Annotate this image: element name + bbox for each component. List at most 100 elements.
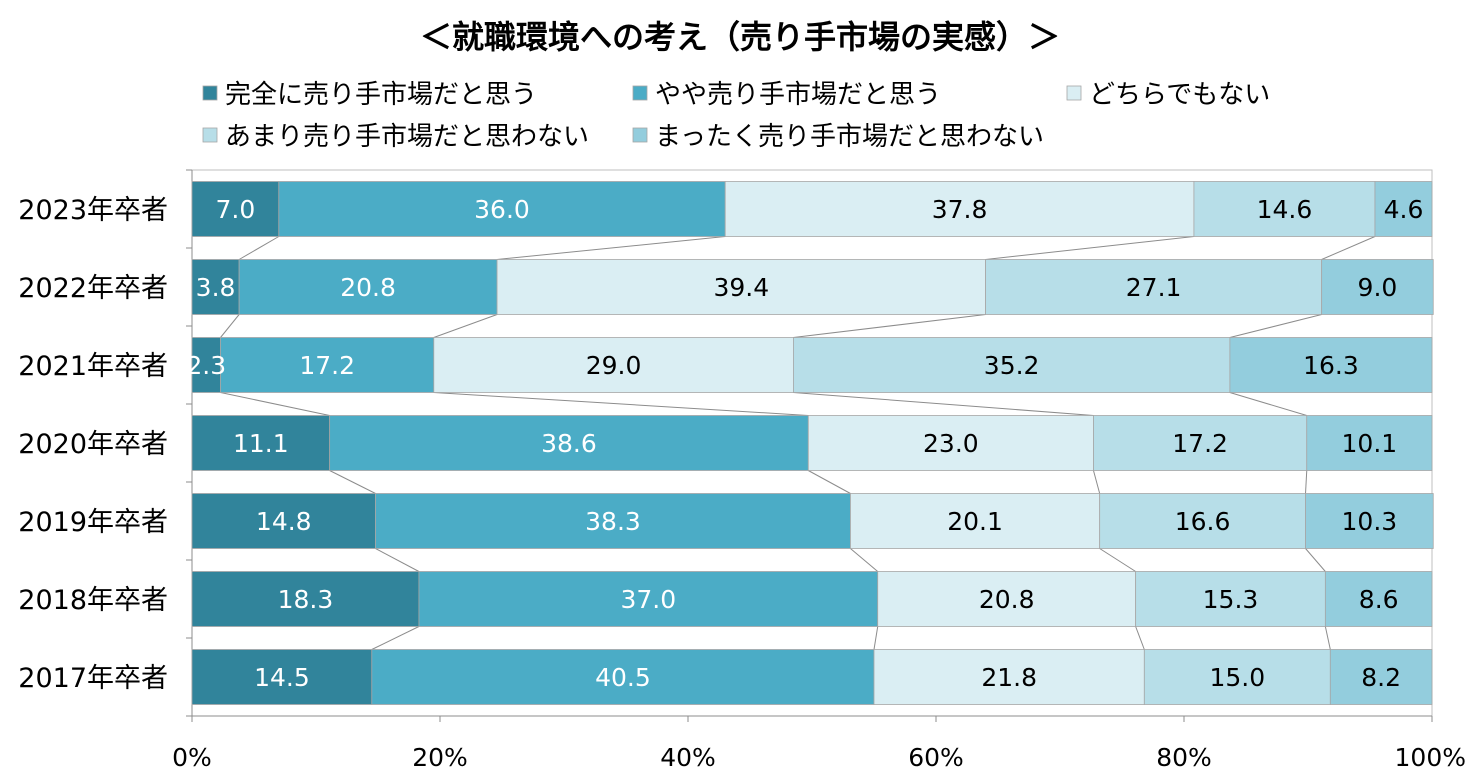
legend-label-4: あまり売り手市場だと思わない [225, 122, 589, 152]
series-line [1135, 626, 1145, 650]
data-label: 15.0 [1209, 663, 1265, 692]
data-label: 16.6 [1175, 507, 1231, 536]
y-axis-label: 2019年卒者 [18, 507, 168, 538]
data-label: 37.8 [932, 195, 988, 224]
legend-label-3: どちらでもない [1089, 80, 1270, 110]
bar-segment [985, 259, 1323, 315]
x-axis-label: 60% [908, 743, 964, 772]
data-label: 36.0 [474, 195, 530, 224]
data-label: 21.8 [981, 663, 1037, 692]
bar-segment [375, 493, 851, 549]
series-line [1099, 548, 1136, 572]
data-label: 7.0 [216, 195, 256, 224]
data-label: 14.8 [256, 507, 312, 536]
bar-segment [191, 649, 373, 705]
data-label: 27.1 [1126, 273, 1182, 302]
bar-segment [1324, 571, 1433, 627]
x-axis-labels: 0% 20% 40% 60% 80% 100% [172, 743, 1466, 772]
bars [191, 181, 1434, 705]
series-line [850, 548, 879, 572]
x-axis-label: 20% [412, 743, 468, 772]
data-label: 10.3 [1342, 507, 1398, 536]
bar-segment [220, 337, 435, 393]
series-line [1229, 314, 1322, 338]
bar-segment [1229, 337, 1433, 393]
bar-segment [807, 415, 1094, 471]
series-line [496, 236, 726, 260]
bar-segment [238, 259, 498, 315]
y-axis-labels: 2023年卒者 2022年卒者 2021年卒者 2020年卒者 2019年卒者 2018年… [18, 195, 168, 694]
data-label: 20.8 [340, 273, 396, 302]
bar-segment [793, 337, 1231, 393]
data-label: 16.3 [1303, 351, 1359, 380]
bar-segment [191, 259, 240, 315]
series-line [1321, 236, 1376, 260]
series-line [220, 314, 240, 338]
data-label: 29.0 [586, 351, 642, 380]
data-label: 37.0 [620, 585, 676, 614]
bar-segment [1135, 571, 1326, 627]
bar-segment [1093, 415, 1308, 471]
data-label: 38.6 [541, 429, 597, 458]
x-axis-label: 40% [660, 743, 716, 772]
x-axis-label: 80% [1156, 743, 1212, 772]
data-label: 11.1 [233, 429, 289, 458]
bar-segment [496, 259, 987, 315]
series-line [873, 626, 879, 650]
data-label: 38.3 [585, 507, 641, 536]
y-axis-label: 2021年卒者 [18, 351, 168, 382]
series-line [793, 392, 1094, 416]
series-line [808, 470, 851, 494]
legend-label-5: まったく売り手市場だと思わない [655, 122, 1044, 152]
x-axis-label: 0% [172, 743, 212, 772]
data-label: 4.6 [1384, 195, 1424, 224]
legend-swatch-3 [1066, 85, 1082, 101]
series-line [1092, 470, 1101, 494]
data-label: 35.2 [984, 351, 1040, 380]
bar-segment [1143, 649, 1331, 705]
data-label: 40.5 [595, 663, 651, 692]
bar-segment [1305, 493, 1434, 549]
series-line [220, 392, 330, 416]
series-line [238, 236, 280, 260]
bar-segment [1321, 259, 1434, 315]
x-axis-label: 100% [1395, 743, 1466, 772]
bar-segment [724, 181, 1195, 237]
bar-segment [433, 337, 794, 393]
data-label: 20.1 [947, 507, 1003, 536]
series-line [433, 314, 498, 338]
data-label: 15.3 [1203, 585, 1259, 614]
data-label: 10.1 [1342, 429, 1398, 458]
series-line [371, 626, 420, 650]
y-axis-label: 2020年卒者 [18, 429, 168, 460]
legend-swatch-4 [202, 127, 218, 143]
data-label: 14.6 [1257, 195, 1313, 224]
data-label: 17.2 [1172, 429, 1228, 458]
bar-segment [1329, 649, 1433, 705]
bar-segment [191, 415, 331, 471]
bar-segment [278, 181, 726, 237]
bar-segment [1374, 181, 1433, 237]
data-label: 8.6 [1359, 585, 1399, 614]
y-axis-label: 2023年卒者 [18, 195, 168, 226]
series-line [1305, 548, 1326, 572]
data-label: 9.0 [1358, 273, 1398, 302]
data-label: 18.3 [278, 585, 334, 614]
value-labels: 7.0 36.0 37.8 14.6 4.6 3.8 20.8 39.4 27.1 9.0 2.3 1… [186, 195, 1423, 692]
bar-segment [1099, 493, 1306, 549]
legend-label-2: やや売り手市場だと思う [655, 80, 941, 110]
bar-segment [1193, 181, 1376, 237]
series-line [1229, 392, 1307, 416]
data-label: 23.0 [923, 429, 979, 458]
data-label: 17.2 [299, 351, 355, 380]
data-label: 8.2 [1361, 663, 1401, 692]
legend-swatch-2 [632, 85, 648, 101]
chart-title: ＜就職環境への考え（売り手市場の実感）＞ [420, 18, 1060, 56]
bar-segment [191, 337, 221, 393]
bar-segment [191, 571, 420, 627]
data-label: 2.3 [186, 351, 226, 380]
bar-segment [418, 571, 879, 627]
series-line [433, 392, 809, 416]
legend-label-1: 完全に売り手市場だと思う [225, 80, 537, 110]
